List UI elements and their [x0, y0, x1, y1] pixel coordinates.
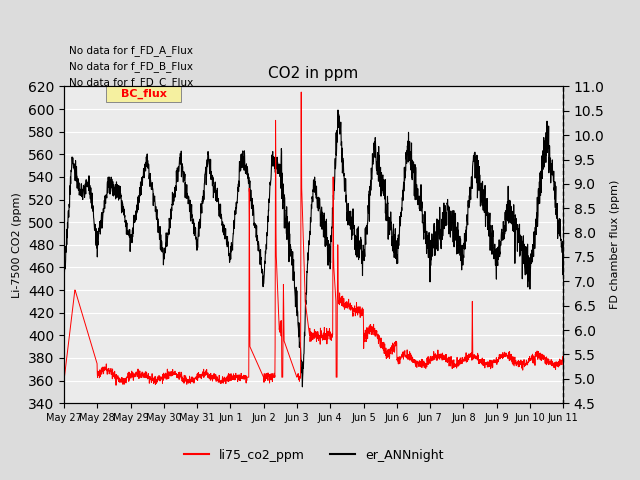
Legend: li75_co2_ppm, er_ANNnight: li75_co2_ppm, er_ANNnight	[179, 444, 448, 467]
Y-axis label: Li-7500 CO2 (ppm): Li-7500 CO2 (ppm)	[12, 192, 22, 298]
Text: BC_flux: BC_flux	[122, 88, 167, 98]
Text: No data for f_FD_A_Flux: No data for f_FD_A_Flux	[69, 45, 193, 56]
FancyBboxPatch shape	[106, 82, 181, 102]
Title: CO2 in ppm: CO2 in ppm	[268, 66, 359, 81]
Text: No data for f_FD_B_Flux: No data for f_FD_B_Flux	[69, 61, 193, 72]
Y-axis label: FD chamber flux (ppm): FD chamber flux (ppm)	[610, 180, 620, 310]
Text: No data for f_FD_C_Flux: No data for f_FD_C_Flux	[69, 77, 193, 88]
